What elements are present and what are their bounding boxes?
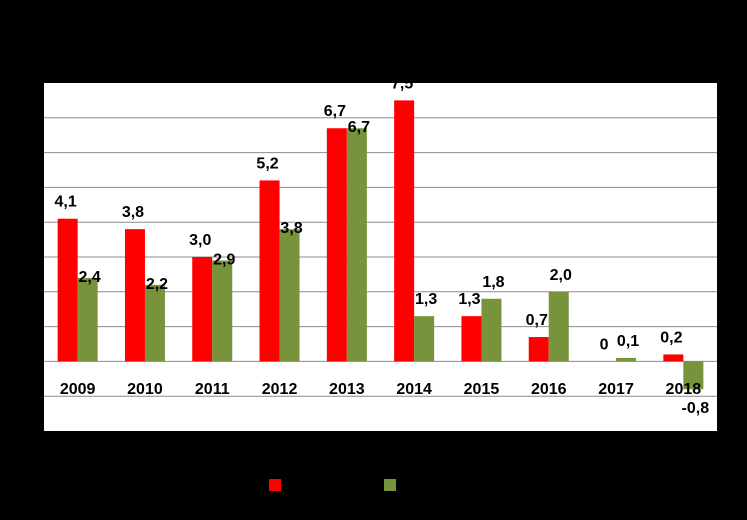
data-label-2014-series-2: 1,3 [415,291,437,308]
bar-2014-series-1 [394,100,415,362]
x-tick-label-2012: 2012 [262,381,298,398]
data-label-2011-series-1: 3,0 [189,232,211,249]
x-tick-label-2018: 2018 [666,381,702,398]
bar-2011-series-1 [192,257,213,362]
gridlines [44,117,717,397]
x-tick-label-2009: 2009 [60,381,96,398]
data-label-2014-series-1: 7,5 [391,75,413,92]
data-labels: 4,12,43,82,23,02,95,23,86,76,77,51,3 1,31… [55,75,710,417]
data-label-2016-series-1: 0,7 [526,312,548,329]
bar-2018-series-2 [683,361,704,390]
bar-2012-series-1 [259,180,280,362]
legend-swatch-series-2 [384,479,396,491]
bar-2010-series-2 [144,284,165,362]
bar-2015-series-2 [481,298,502,362]
data-label-2018-series-1: 0,2 [660,329,682,346]
bar-2017-series-2 [616,357,637,362]
bar-2016-series-1 [528,337,549,362]
data-label-2013-series-1: 6,7 [324,103,346,120]
x-tick-label-2013: 2013 [329,381,365,398]
x-tick-label-2010: 2010 [127,381,163,398]
x-tick-label-2015: 2015 [464,381,500,398]
data-label-2015-series-1: 1,3 [458,291,480,308]
data-label-2015-series-2: 1,8 [482,274,504,291]
bar-2016-series-2 [548,291,569,362]
bar-2013-series-2 [346,128,367,362]
bar-2009-series-2 [77,277,98,362]
bar-2018-series-1 [663,354,684,362]
legend-swatch-series-1 [269,479,281,491]
bar-2014-series-2 [414,316,435,362]
data-label-2009-series-2: 2,4 [79,269,101,286]
data-label-2011-series-2: 2,9 [213,251,235,268]
bar-2010-series-1 [124,229,145,362]
data-label-2012-series-2: 3,8 [280,220,302,237]
data-label-2017-series-1: 0 [600,336,609,353]
data-label-2010-series-1: 3,8 [122,204,144,221]
data-label-2013-series-2: 6,7 [348,119,370,136]
data-label-2018-series-2: -0,8 [682,400,710,417]
bar-2009-series-1 [57,218,78,362]
legend [269,479,396,491]
data-label-2017-series-2: 0,1 [617,333,639,350]
bars [57,100,704,390]
bar-2011-series-2 [212,260,233,362]
bar-2012-series-2 [279,229,300,362]
data-label-2012-series-1: 5,2 [256,155,278,172]
x-axis-tick-labels: 2009 2010 2011 2012 2013 2014 2015 2016 2017 2018 [60,381,701,398]
data-label-2009-series-1: 4,1 [55,194,77,211]
data-label-2016-series-2: 2,0 [550,267,572,284]
x-tick-label-2011: 2011 [195,381,230,398]
x-tick-label-2016: 2016 [531,381,567,398]
data-label-2010-series-2: 2,2 [146,276,168,293]
x-tick-label-2017: 2017 [598,381,634,398]
x-tick-label-2014: 2014 [396,381,432,398]
bar-2015-series-1 [461,316,482,362]
bar-2013-series-1 [326,128,347,362]
